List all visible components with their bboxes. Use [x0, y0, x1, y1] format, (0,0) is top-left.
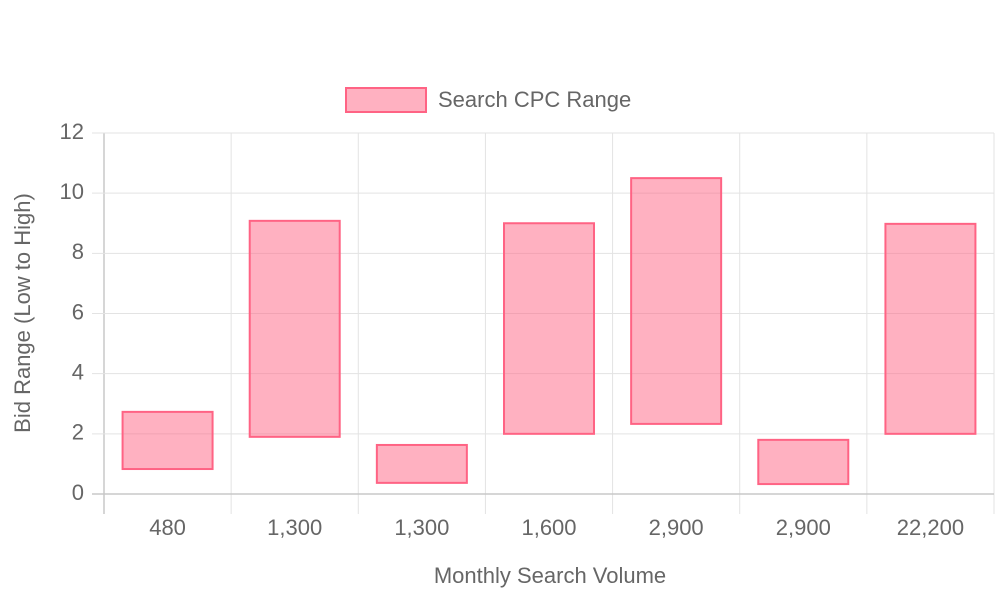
- x-tick-label: 2,900: [649, 515, 704, 540]
- range-bar: [121, 410, 214, 471]
- x-tick-label: 2,900: [776, 515, 831, 540]
- range-bar: [757, 438, 850, 486]
- x-axis-title: Monthly Search Volume: [434, 563, 666, 588]
- legend-label[interactable]: Search CPC Range: [438, 87, 631, 112]
- y-tick-label: 4: [72, 359, 84, 384]
- y-tick-label: 0: [72, 480, 84, 505]
- y-tick-label: 2: [72, 420, 84, 445]
- range-bar: [884, 222, 977, 435]
- y-tick-label: 12: [60, 119, 84, 144]
- y-tick-label: 10: [60, 179, 84, 204]
- x-tick-label: 1,600: [521, 515, 576, 540]
- range-bar: [503, 222, 595, 435]
- range-bar: [630, 177, 723, 425]
- y-tick-label: 8: [72, 239, 84, 264]
- y-axis-title: Bid Range (Low to High): [10, 193, 35, 433]
- x-tick-label: 480: [149, 515, 186, 540]
- range-bar: [248, 219, 341, 438]
- x-tick-label: 1,300: [394, 515, 449, 540]
- y-tick-label: 6: [72, 299, 84, 324]
- x-tick-label: 22,200: [897, 515, 964, 540]
- legend-swatch[interactable]: [345, 87, 427, 113]
- range-bar: [375, 443, 468, 484]
- x-tick-label: 1,300: [267, 515, 322, 540]
